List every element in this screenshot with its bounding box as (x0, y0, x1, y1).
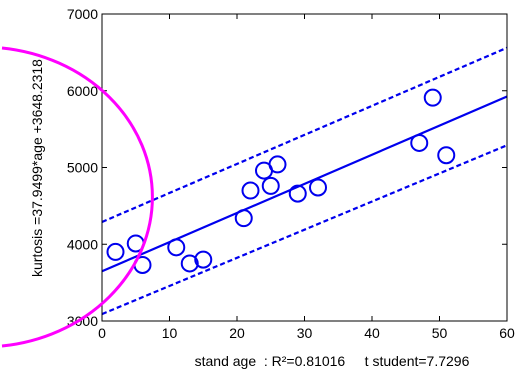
ticks-layer: 0 10 20 30 40 50 60 3000 4000 5000 6000 7000 (67, 6, 515, 341)
data-point (234, 209, 253, 228)
data-point (180, 254, 199, 273)
y-tick-label: 3000 (67, 313, 98, 329)
data-point (106, 242, 125, 261)
x-tick-label: 40 (364, 325, 380, 341)
data-point (241, 181, 260, 200)
data-point (261, 176, 280, 195)
data-point (437, 146, 456, 165)
highlight-arc (1, 46, 154, 348)
x-tick-label: 50 (432, 325, 448, 341)
x-tick-label: 20 (229, 325, 245, 341)
data-point (309, 178, 327, 197)
data-point (194, 250, 213, 269)
confidence-band-upper (101, 46, 508, 224)
x-axis-label: stand age : R²=0.81016 t student=7.7296 (195, 353, 470, 369)
y-tick-label: 6000 (67, 83, 98, 99)
x-tick-label: 10 (162, 325, 178, 341)
data-point (423, 88, 442, 107)
highlight-layer (1, 46, 154, 348)
y-axis-label: kurtosis =37.9499*age +3648.2318 (29, 59, 45, 277)
data-point (410, 133, 429, 152)
x-tick-label: 60 (499, 325, 515, 341)
plot-frame (101, 13, 508, 322)
x-tick-label: 0 (98, 325, 106, 341)
x-tick-label: 30 (297, 325, 313, 341)
y-tick-label: 5000 (67, 160, 98, 176)
confidence-band-lower (101, 144, 508, 316)
data-point (167, 238, 186, 257)
series-layer (101, 46, 508, 316)
y-tick-label: 7000 (67, 6, 98, 22)
regression-line (101, 95, 508, 273)
y-tick-label: 4000 (67, 236, 98, 252)
data-point (268, 155, 287, 174)
data-point (288, 184, 307, 203)
